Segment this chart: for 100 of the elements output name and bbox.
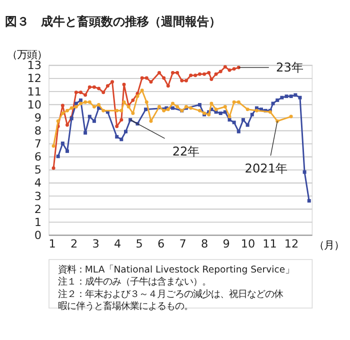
point: [280, 96, 284, 100]
point: [189, 74, 193, 78]
point: [189, 106, 193, 110]
point: [214, 72, 218, 76]
point: [294, 93, 298, 97]
point: [170, 71, 174, 75]
point: [122, 82, 126, 86]
y-axis-title: （万頭）: [7, 48, 48, 61]
point: [241, 118, 245, 122]
point: [102, 90, 106, 94]
point: [84, 93, 88, 97]
x-tick-label: 6: [157, 237, 165, 250]
x-tick-label: 9: [222, 237, 230, 250]
point: [124, 130, 128, 134]
point: [232, 120, 236, 124]
point: [176, 71, 180, 75]
y-tick-label: 5: [34, 164, 42, 177]
point: [289, 114, 293, 118]
point: [140, 76, 144, 80]
y-tick-label: 3: [34, 190, 42, 203]
point: [60, 112, 64, 116]
point: [223, 65, 227, 69]
point: [194, 74, 198, 78]
point: [207, 71, 211, 75]
point: [144, 76, 148, 80]
point: [115, 124, 119, 128]
text: 注２：年末および３～４月ごろの減少は、祝日などの休: [58, 288, 283, 300]
point: [214, 108, 218, 112]
y-tick-label: 11: [27, 85, 42, 98]
text: 暇に伴うと畜場休業によるもの。: [58, 301, 193, 312]
point: [302, 170, 306, 174]
point: [92, 105, 96, 108]
y-tick-label: 10: [27, 98, 42, 112]
x-tick-label: 2: [70, 237, 78, 250]
point: [218, 112, 222, 116]
y-tick-label: 9: [34, 111, 42, 124]
point: [144, 100, 148, 104]
point: [162, 76, 166, 80]
y-tick-label: 13: [27, 59, 42, 72]
point: [202, 72, 206, 76]
point: [246, 108, 250, 112]
point: [198, 72, 202, 76]
text: 資料：MLA「National Livestock Reporting Service」: [58, 264, 294, 276]
point: [115, 108, 119, 112]
text: 2021年: [244, 161, 288, 176]
point: [271, 102, 275, 106]
point: [246, 123, 250, 127]
point: [84, 100, 88, 104]
point: [236, 100, 240, 104]
y-tick-label: 12: [27, 72, 42, 86]
point: [97, 103, 101, 107]
text: 23年: [276, 60, 304, 74]
point: [56, 119, 60, 123]
point: [70, 106, 74, 110]
point: [65, 108, 69, 112]
point: [122, 100, 126, 104]
point: [84, 131, 88, 135]
y-tick-label: 0: [34, 229, 42, 242]
point: [106, 84, 110, 88]
point: [131, 112, 135, 116]
point: [78, 102, 82, 106]
point: [170, 102, 174, 106]
point: [140, 88, 144, 92]
point: [78, 98, 82, 102]
point: [162, 108, 166, 112]
point: [92, 85, 96, 89]
point: [158, 105, 161, 108]
point: [88, 114, 92, 118]
point: [78, 90, 82, 94]
x-tick-label: 11: [262, 237, 277, 250]
point: [115, 135, 119, 139]
point: [97, 86, 101, 90]
point: [176, 105, 180, 108]
x-tick-label: 7: [179, 237, 186, 250]
x-tick-label: 5: [136, 237, 143, 250]
point: [254, 108, 258, 112]
point: [218, 70, 222, 74]
point: [276, 98, 280, 102]
point: [102, 108, 106, 112]
x-tick-label: 10: [240, 237, 256, 250]
point: [149, 119, 153, 123]
x-tick-label: 1: [48, 237, 56, 250]
point: [52, 166, 56, 170]
x-axis-title: （月）: [314, 239, 344, 252]
point: [228, 68, 232, 72]
point: [144, 108, 148, 112]
text: 注１：成牛のみ（子牛は含まない）。: [58, 276, 211, 288]
point: [120, 138, 124, 142]
point: [88, 100, 92, 104]
point: [74, 102, 78, 106]
point: [170, 106, 174, 110]
point: [210, 102, 214, 106]
y-tick-label: 6: [34, 150, 42, 164]
point: [198, 108, 202, 112]
point: [149, 80, 153, 84]
point: [289, 94, 293, 98]
point: [56, 154, 60, 158]
y-tick-label: 2: [34, 202, 42, 216]
point: [60, 104, 64, 108]
x-tick-label: 8: [200, 237, 208, 250]
